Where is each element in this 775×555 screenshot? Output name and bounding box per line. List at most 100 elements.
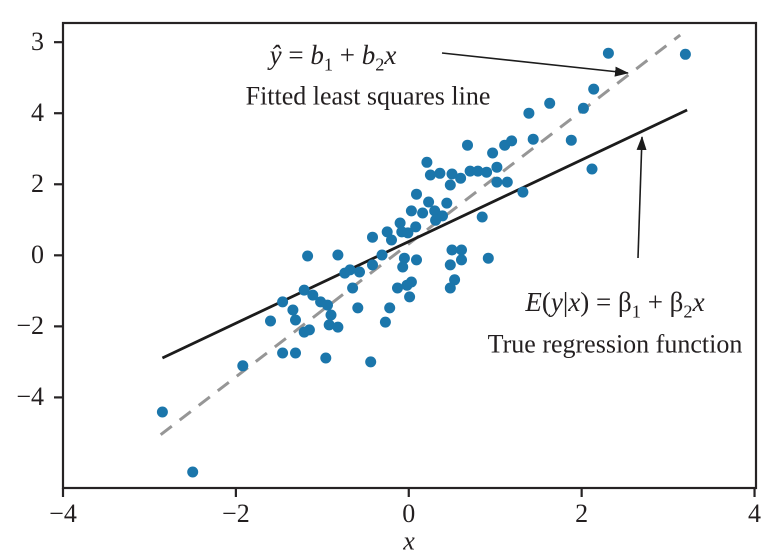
data-point — [398, 252, 410, 264]
data-point — [476, 211, 488, 223]
data-point — [444, 179, 456, 191]
data-point — [376, 249, 388, 261]
data-point — [577, 102, 589, 114]
data-point — [384, 302, 396, 314]
y-tick-label: 2 — [31, 169, 44, 199]
fitted-line-equation: ŷ = b1 + b2x — [270, 40, 397, 75]
data-point — [410, 221, 422, 233]
true-function-caption: True regression function — [487, 329, 743, 359]
fitted-line-caption: Fitted least squares line — [245, 81, 491, 111]
equation-part: β — [669, 287, 684, 318]
data-point — [462, 139, 473, 151]
data-point — [411, 188, 422, 200]
data-point — [527, 133, 539, 145]
data-point — [332, 321, 344, 333]
data-point — [344, 264, 356, 276]
y-tick-label: 4 — [31, 98, 44, 128]
data-point — [397, 261, 409, 273]
equation-part: x — [692, 287, 705, 318]
data-point — [602, 47, 614, 59]
equation-part: + — [333, 40, 362, 71]
data-point — [302, 250, 314, 262]
data-point — [491, 161, 503, 173]
data-point — [506, 135, 518, 147]
data-point — [394, 217, 406, 229]
x-tick-label: 2 — [575, 499, 589, 528]
data-point — [446, 168, 458, 180]
equation-part: 1 — [631, 301, 641, 322]
data-point — [367, 231, 378, 243]
equation-part: y — [550, 287, 563, 318]
x-tick-label: −4 — [49, 499, 77, 528]
data-point — [402, 227, 414, 239]
data-point — [417, 207, 429, 219]
equation-part: ) = — [580, 287, 618, 318]
data-point — [481, 166, 493, 178]
data-point — [430, 214, 442, 226]
equation-part: x — [384, 40, 397, 71]
y-tick-label: −2 — [16, 311, 44, 341]
data-point — [423, 196, 435, 208]
data-point — [424, 169, 436, 181]
true-function-equation: E(y|x) = β1 + β2x — [525, 287, 705, 322]
equation-part: ( — [541, 287, 551, 318]
x-tick-label: 4 — [748, 499, 762, 528]
data-point — [586, 163, 598, 175]
data-point — [405, 205, 417, 217]
data-point — [265, 315, 276, 327]
data-point — [565, 134, 577, 146]
y-tick-label: 3 — [31, 27, 44, 57]
data-point — [456, 244, 467, 256]
equation-part: x — [568, 287, 581, 318]
data-point — [491, 176, 503, 188]
equation-part: E — [525, 287, 542, 318]
data-point — [472, 165, 484, 177]
data-point — [325, 309, 337, 321]
y-tick-label: −4 — [16, 382, 44, 412]
data-point — [365, 356, 377, 368]
data-point — [156, 406, 168, 418]
data-point — [367, 259, 378, 271]
data-point — [523, 107, 535, 119]
data-point — [441, 197, 453, 209]
data-point — [303, 324, 315, 336]
x-tick-label: 0 — [402, 499, 416, 528]
data-point — [517, 186, 529, 198]
data-point — [323, 319, 335, 331]
data-point — [386, 234, 397, 246]
data-point — [381, 226, 393, 238]
data-point — [347, 282, 359, 294]
data-point — [392, 282, 403, 294]
equation-part: = — [281, 40, 311, 71]
data-point — [320, 352, 332, 364]
equation-part: 2 — [683, 301, 693, 322]
data-point — [322, 299, 333, 311]
fitted-annotation-arrow — [441, 52, 629, 77]
data-point — [421, 156, 433, 168]
data-point — [456, 254, 467, 266]
true-regression-line — [161, 108, 688, 360]
x-axis-title: x — [403, 526, 415, 555]
data-point — [544, 97, 556, 109]
data-point — [187, 466, 199, 478]
data-point — [277, 296, 289, 308]
data-point — [290, 314, 301, 326]
data-point — [444, 259, 456, 271]
equation-part: + — [640, 287, 670, 318]
equation-part: β — [618, 287, 632, 318]
data-point — [404, 291, 416, 303]
data-point — [588, 83, 600, 95]
data-point — [352, 302, 364, 314]
data-point — [444, 282, 456, 294]
data-point — [449, 274, 461, 286]
data-point — [298, 284, 310, 296]
equation-part: | — [562, 287, 569, 318]
data-point — [464, 165, 476, 177]
data-point — [434, 167, 446, 179]
data-point — [501, 176, 513, 188]
equation-part: 2 — [375, 54, 385, 75]
x-tick-label: −2 — [222, 499, 250, 528]
data-point — [482, 252, 494, 264]
data-point — [307, 289, 319, 301]
